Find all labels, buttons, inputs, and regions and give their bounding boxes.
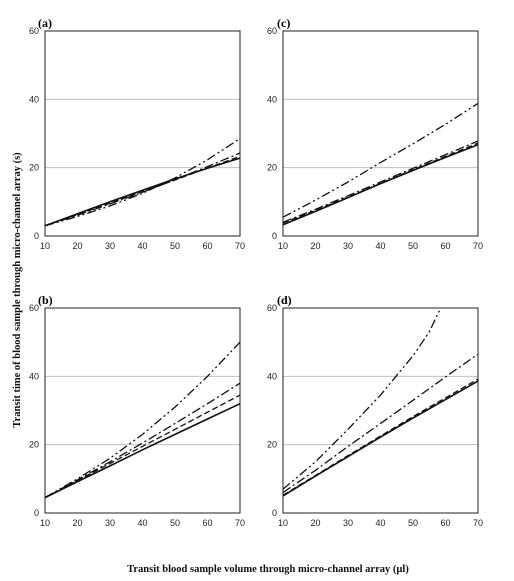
x-tick-label: 40 — [375, 518, 385, 528]
x-tick-label: 40 — [137, 518, 147, 528]
x-tick-label: 30 — [105, 518, 115, 528]
panel-label: (a) — [38, 16, 52, 30]
y-tick-label: 40 — [29, 371, 39, 381]
x-tick-label: 20 — [310, 518, 320, 528]
x-tick-label: 30 — [343, 241, 353, 251]
y-tick-label: 0 — [34, 508, 39, 518]
series-line-dashdot — [44, 152, 241, 227]
y-tick-label: 0 — [34, 231, 39, 241]
x-tick-label: 10 — [40, 518, 50, 528]
x-tick-label: 70 — [473, 518, 483, 528]
plot-frame — [282, 307, 479, 514]
series-line-dashdotdot — [44, 138, 241, 227]
series-line-dashdot — [282, 140, 479, 223]
y-tick-label: 40 — [267, 371, 277, 381]
x-tick-label: 70 — [473, 241, 483, 251]
series-line-dashed — [282, 378, 479, 496]
plot-frame — [44, 307, 241, 514]
chart-panels: (a) 0 20 40 60 10 20 30 40 50 60 70 (c) 0 20 40 60 10 20 30… — [29, 16, 483, 528]
x-tick-label: 20 — [72, 518, 82, 528]
x-tick-label: 60 — [202, 518, 212, 528]
series-line-dashdot — [44, 382, 241, 499]
x-tick-label: 50 — [170, 518, 180, 528]
y-tick-label: 20 — [267, 440, 277, 450]
x-tick-label: 10 — [278, 518, 288, 528]
x-tick-label: 50 — [408, 518, 418, 528]
plot-frame — [282, 30, 479, 237]
series-line-dashdotdot — [282, 307, 442, 490]
y-tick-label: 60 — [29, 26, 39, 36]
x-tick-label: 70 — [235, 518, 245, 528]
series-line-dashed — [44, 155, 241, 227]
panel-2: (c) 0 20 40 60 10 20 30 40 50 60 70 — [267, 16, 483, 251]
y-tick-label: 40 — [29, 94, 39, 104]
x-tick-label: 40 — [375, 241, 385, 251]
y-axis-title: Transit time of blood sample through mic… — [12, 152, 23, 428]
x-tick-label: 40 — [137, 241, 147, 251]
y-tick-label: 0 — [272, 508, 277, 518]
series-line-solid — [282, 380, 479, 497]
x-tick-label: 10 — [40, 241, 50, 251]
y-tick-label: 60 — [29, 303, 39, 313]
y-tick-label: 60 — [267, 303, 277, 313]
panel-1: (a) 0 20 40 60 10 20 30 40 50 60 70 — [29, 16, 245, 251]
plot-frame — [44, 30, 241, 237]
y-tick-label: 20 — [29, 440, 39, 450]
x-tick-label: 50 — [408, 241, 418, 251]
series-line-dashdotdot — [44, 341, 241, 499]
x-tick-label: 60 — [440, 241, 450, 251]
y-tick-label: 40 — [267, 94, 277, 104]
x-tick-label: 70 — [235, 241, 245, 251]
x-tick-label: 10 — [278, 241, 288, 251]
x-axis-title: Transit blood sample volume through micr… — [127, 564, 409, 575]
y-tick-label: 20 — [267, 163, 277, 173]
x-tick-label: 20 — [72, 241, 82, 251]
y-tick-label: 20 — [29, 163, 39, 173]
series-line-dashdot — [282, 353, 479, 494]
panel-4: (d) 0 20 40 60 10 20 30 40 50 60 70 — [267, 293, 483, 528]
x-tick-label: 60 — [202, 241, 212, 251]
panel-label: (d) — [277, 293, 292, 307]
series-line-dashed — [282, 142, 479, 224]
series-line-solid — [44, 402, 241, 499]
panel-label: (c) — [277, 16, 290, 30]
y-tick-label: 0 — [272, 231, 277, 241]
x-tick-label: 60 — [440, 518, 450, 528]
x-tick-label: 20 — [310, 241, 320, 251]
series-line-dashed — [44, 394, 241, 499]
panel-label: (b) — [38, 293, 53, 307]
series-line-solid — [282, 144, 479, 226]
y-tick-label: 60 — [267, 26, 277, 36]
x-tick-label: 30 — [105, 241, 115, 251]
panel-3: (b) 0 20 40 60 10 20 30 40 50 60 70 — [29, 293, 245, 528]
x-tick-label: 30 — [343, 518, 353, 528]
x-tick-label: 50 — [170, 241, 180, 251]
series-line-dashdotdot — [282, 102, 479, 218]
